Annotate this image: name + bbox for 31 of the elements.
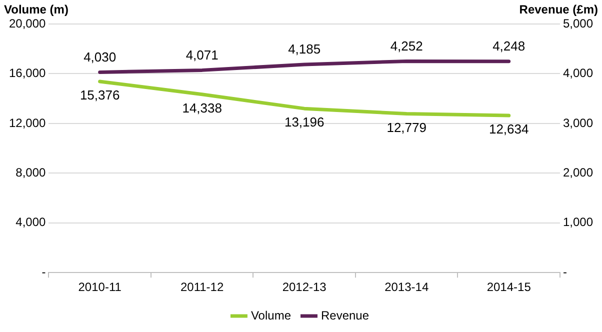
data-label: 15,376 <box>80 88 120 103</box>
y-tick-label: 16,000 <box>9 66 46 80</box>
legend-label: Volume <box>250 308 292 322</box>
x-tick-label: 2010-11 <box>78 280 122 294</box>
y-tick-label: - <box>42 264 46 279</box>
y2-tick-label: 5,000 <box>562 16 594 30</box>
data-label: 4,071 <box>186 47 218 62</box>
data-label: 4,248 <box>492 38 526 54</box>
x-tick-label: 2013-14 <box>384 280 429 294</box>
data-label: 4,185 <box>288 42 321 57</box>
data-label: 12,779 <box>386 120 426 135</box>
y2-tick-label: 3,000 <box>562 116 594 130</box>
data-label: 4,030 <box>84 49 116 64</box>
y2-tick-label: 4,000 <box>562 66 594 80</box>
y-tick-label: 20,000 <box>9 16 46 30</box>
data-label: 12,634 <box>488 122 529 137</box>
legend-label: Revenue <box>320 308 370 322</box>
y-tick-label: 12,000 <box>9 116 46 130</box>
y2-tick-label: - <box>562 264 567 279</box>
y2-axis-title: Revenue (£m) <box>519 2 598 16</box>
y-tick-label: 8,000 <box>16 165 46 180</box>
x-tick-label: 2012-13 <box>282 280 327 294</box>
x-tick-label: 2011-12 <box>180 280 224 294</box>
y2-tick-label: 2,000 <box>562 165 594 180</box>
data-label: 13,196 <box>284 114 324 130</box>
y-tick-label: 4,000 <box>16 215 46 230</box>
y-axis-title: Volume (m) <box>4 2 68 16</box>
y2-tick-label: 1,000 <box>562 215 594 230</box>
data-label: 14,338 <box>182 100 222 116</box>
data-label: 4,252 <box>390 38 423 54</box>
x-tick-label: 2014-15 <box>486 280 532 294</box>
